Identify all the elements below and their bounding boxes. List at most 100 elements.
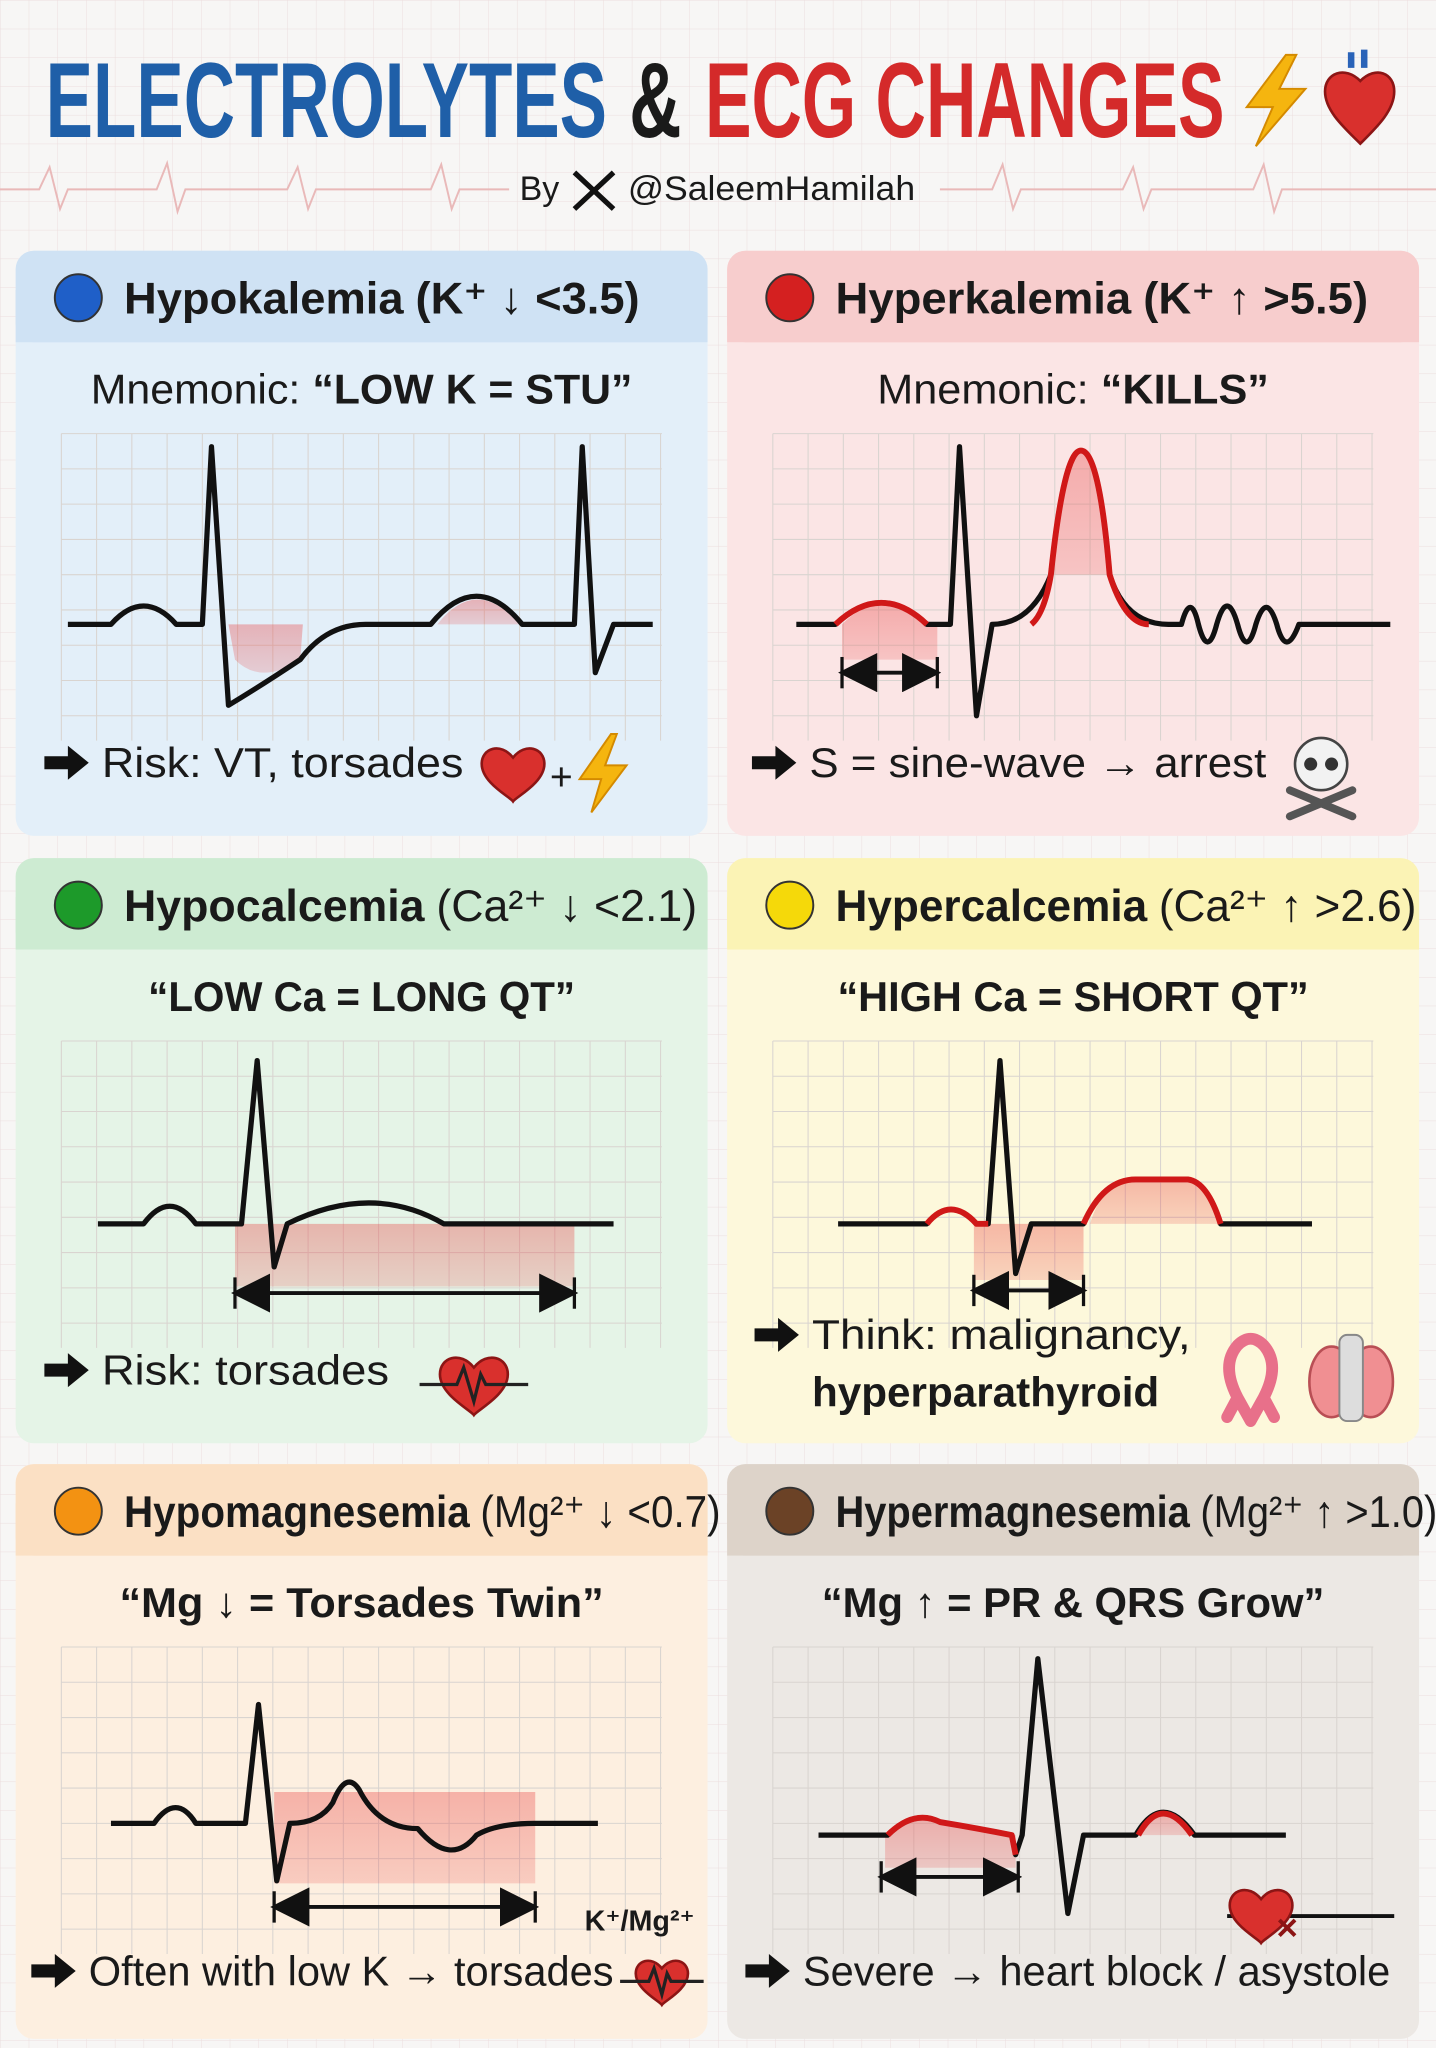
mnemonic-text: “Mg ↓ = Torsades Twin” — [119, 1579, 603, 1626]
risk-arrow — [754, 1317, 799, 1352]
mnemonic: Mnemonic: “KILLS” — [877, 366, 1269, 413]
skull-icon — [1293, 736, 1349, 792]
risk-text: Often with low K → torsades — [89, 1947, 614, 1994]
highlight-region — [234, 1223, 575, 1287]
heart-vessels — [1347, 49, 1368, 68]
highlight-region — [437, 599, 520, 625]
heart-icon — [634, 1959, 690, 2008]
title-part-2: & — [629, 40, 681, 160]
ecg-trace — [97, 1057, 614, 1270]
risk-arrow — [44, 1353, 89, 1388]
status-dot — [765, 880, 815, 930]
byline-handle: @SaleemHamilah — [628, 170, 915, 208]
ribbon-icon — [1221, 1332, 1280, 1427]
highlight-region — [1090, 1179, 1221, 1224]
ecg-trace-highlight — [1135, 1810, 1195, 1837]
risk-text: Risk: torsades — [102, 1346, 389, 1393]
condition-name: Hyperkalemia — [835, 274, 1131, 323]
ecg-trace-highlight — [1029, 447, 1150, 628]
block-mark — [1277, 1918, 1297, 1938]
ecg-trace-highlight — [885, 1814, 1019, 1856]
condition-name: Hypokalemia — [124, 274, 404, 323]
card: Hypocalcemia (Ca²⁺ ↓ <2.1) “LOW Ca = LONG … — [15, 858, 708, 1444]
condition-range: (Mg²⁺ ↑ >1.0) — [1200, 1488, 1436, 1537]
card-title: Hypomagnesemia(Mg²⁺ ↓ <0.7) — [124, 1488, 721, 1537]
skull-eye — [1325, 757, 1339, 771]
icons — [419, 733, 1395, 2008]
card-header-base — [727, 289, 1420, 343]
condition-name: Hypercalcemia — [835, 882, 1147, 931]
highlight-region — [842, 604, 938, 660]
lightning-icon — [1244, 53, 1308, 147]
icon-joiner: + — [550, 756, 573, 799]
risk-text: S = sine-wave → arrest — [809, 739, 1266, 786]
risk-text: Severe → heart block / asystole — [803, 1947, 1390, 1994]
status-dot — [53, 880, 103, 930]
card: Hypermagnesemia(Mg²⁺ ↑ >1.0) “Mg ↑ = PR &… — [727, 1464, 1436, 2039]
lightning-icon — [577, 733, 629, 813]
byline-prefix: By — [520, 170, 560, 208]
risk-arrow — [745, 1953, 790, 1988]
heart-ecg-trace — [620, 1963, 704, 2001]
mnemonic: “Mg ↑ = PR & QRS Grow” — [822, 1579, 1325, 1626]
risk-text: Risk: VT, torsades — [102, 739, 464, 786]
highlight-region — [228, 624, 303, 673]
heart-icon — [1323, 71, 1396, 146]
card-body — [727, 858, 1420, 1444]
mnemonic: “LOW Ca = LONG QT” — [148, 973, 575, 1020]
annotation-label: K⁺/Mg²⁺ — [585, 1905, 695, 1937]
condition-range: (Mg²⁺ ↓ <0.7) — [480, 1488, 720, 1537]
ecg-trace — [796, 444, 1391, 719]
title-part-3: ECG CHANGES — [705, 40, 1225, 160]
heart-icon — [480, 747, 546, 804]
card-header-base — [727, 1503, 1420, 1556]
mnemonic-text: “Mg ↑ = PR & QRS Grow” — [822, 1579, 1325, 1626]
decorative-ecg — [0, 159, 1436, 216]
ecg-trace-highlight — [924, 1206, 989, 1227]
card-title: Hypercalcemia (Ca²⁺ ↑ >2.6) — [835, 882, 1416, 931]
condition-name: Hypermagnesemia — [835, 1488, 1190, 1537]
condition-range: (K⁺ ↓ <3.5) — [416, 274, 640, 323]
risk-arrow — [751, 745, 797, 780]
skull-eye — [1304, 757, 1318, 771]
cards: Hypokalemia (K⁺ ↓ <3.5) Mnemonic: “LOW K = … — [15, 250, 1436, 2039]
ecg-trace — [110, 1701, 598, 1884]
status-dot — [765, 273, 815, 323]
condition-range: (K⁺ ↑ >5.5) — [1143, 274, 1368, 323]
highlight-region — [274, 1792, 536, 1884]
x-logo — [572, 170, 616, 211]
card-header-base — [727, 897, 1420, 950]
risk-text: Think: malignancy, — [812, 1311, 1191, 1358]
heart-ecg-trace — [419, 1362, 529, 1408]
card-title: Hypokalemia (K⁺ ↓ <3.5) — [124, 274, 640, 323]
crossbones — [1285, 786, 1357, 821]
card-header-base — [15, 1503, 708, 1556]
mnemonic: Mnemonic: “LOW K = STU” — [91, 366, 633, 413]
risk-arrow — [31, 1953, 76, 1988]
card: Hypokalemia (K⁺ ↓ <3.5) Mnemonic: “LOW K = … — [15, 250, 708, 836]
mnemonic-text: “KILLS” — [1101, 366, 1269, 413]
heart-icon — [438, 1356, 510, 1418]
ecg-trace — [67, 444, 653, 708]
card-header-base — [15, 289, 708, 343]
ecg-trace-highlight — [1080, 1176, 1224, 1226]
risk-text: hyperparathyroid — [812, 1369, 1159, 1416]
condition-range: (Ca²⁺ ↓ <2.1) — [436, 882, 697, 931]
condition-range: (Ca²⁺ ↑ >2.6) — [1159, 882, 1417, 931]
condition-name: Hypomagnesemia — [124, 1488, 470, 1537]
highlight-region — [973, 1223, 1084, 1280]
mnemonic: “Mg ↓ = Torsades Twin” — [119, 1579, 603, 1626]
mnemonic-text: “LOW Ca = LONG QT” — [148, 973, 575, 1020]
mnemonic-text: “HIGH Ca = SHORT QT” — [837, 973, 1308, 1020]
card-header-base — [15, 897, 708, 950]
card: Hypomagnesemia(Mg²⁺ ↓ <0.7) “Mg ↓ = Torsa… — [15, 1464, 721, 2039]
card-title: Hypocalcemia (Ca²⁺ ↓ <2.1) — [124, 882, 697, 931]
status-dot — [53, 1486, 103, 1536]
card: Hyperkalemia (K⁺ ↑ >5.5) Mnemonic: “KILLS” S… — [727, 250, 1420, 836]
condition-name: Hypocalcemia — [124, 882, 425, 931]
ecg-trace-highlight — [833, 600, 929, 627]
card: Hypercalcemia (Ca²⁺ ↑ >2.6) “HIGH Ca = SHO… — [727, 858, 1420, 1444]
mnemonic-label: Mnemonic: — [877, 366, 1088, 413]
